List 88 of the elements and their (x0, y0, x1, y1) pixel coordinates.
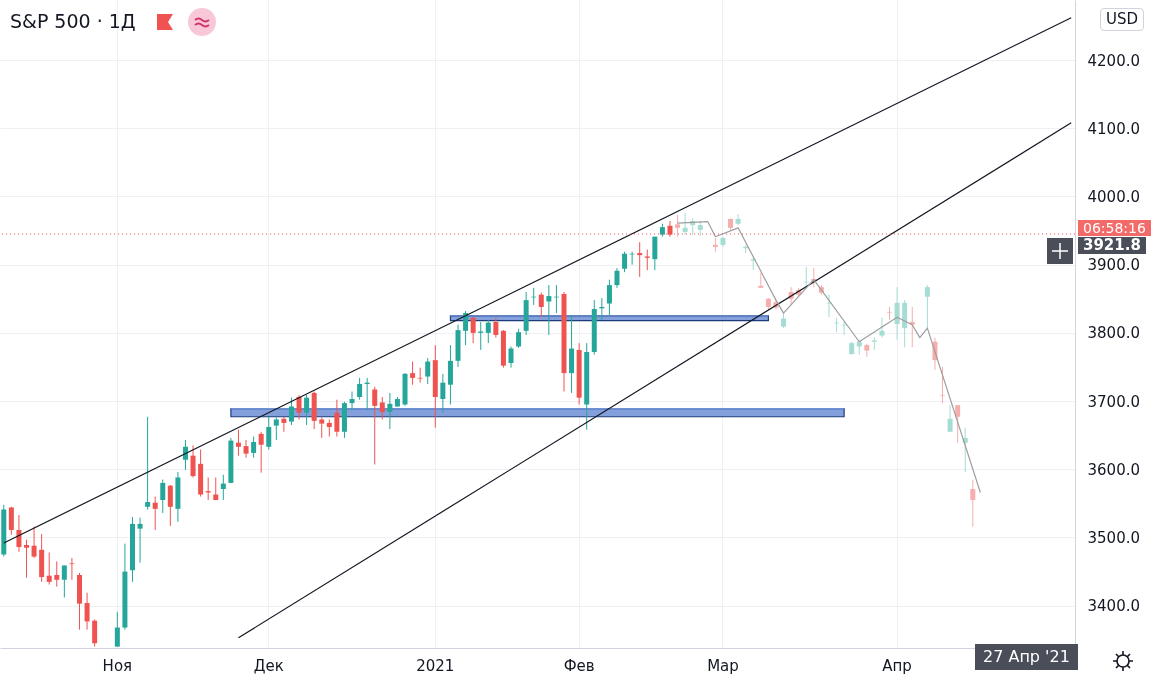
candlestick (425, 357, 431, 385)
candlestick (387, 392, 393, 430)
candlestick (235, 429, 241, 457)
text: S&P 500 · 1Д (10, 10, 136, 32)
candlestick (304, 394, 310, 426)
candlestick (152, 496, 158, 531)
candlestick (8, 506, 14, 536)
candlestick (16, 514, 22, 553)
candlestick (258, 431, 264, 474)
y-tick-label: 4100.0 (1087, 119, 1140, 138)
x-tick-label: Ноя (102, 656, 133, 675)
y-tick-label: 4000.0 (1087, 187, 1140, 206)
candlestick (24, 539, 29, 579)
candlestick (137, 517, 143, 564)
candlestick (894, 286, 900, 341)
y-tick-label: 3600.0 (1087, 460, 1140, 479)
candlestick (947, 404, 953, 433)
candlestick (682, 212, 688, 236)
candlestick (92, 618, 98, 648)
candlestick (372, 386, 378, 466)
candlestick (887, 306, 893, 321)
y-tick-label: 3500.0 (1087, 529, 1140, 547)
candlestick (281, 416, 287, 433)
y-tick-label: 4200.0 (1087, 51, 1140, 70)
candlestick (46, 552, 52, 586)
candlestick (251, 436, 257, 459)
candlestick (334, 399, 340, 438)
y-tick-label: 3700.0 (1087, 392, 1140, 411)
candlestick (493, 317, 499, 339)
candlestick (266, 416, 272, 451)
y-tick-label: 3900.0 (1087, 256, 1140, 275)
text: 06:58:16 (1078, 220, 1151, 236)
candlestick (296, 394, 302, 420)
candlestick (31, 526, 37, 559)
x-tick-label: Мар (707, 656, 739, 675)
candlestick (546, 284, 552, 336)
candlestick (955, 404, 961, 444)
candlestick (379, 396, 385, 420)
candlestick (160, 479, 166, 514)
candlestick (508, 346, 514, 369)
y-tick-label: 3400.0 (1087, 597, 1140, 616)
candlestick (940, 366, 946, 404)
candlestick (410, 361, 416, 386)
candlestick (273, 416, 279, 441)
candlestick (69, 557, 75, 581)
candlestick (61, 564, 67, 599)
candlestick (614, 267, 620, 289)
x-tick-label: Дек (253, 656, 284, 675)
candlestick (924, 284, 930, 329)
candlestick (167, 484, 173, 527)
candlestick (319, 416, 325, 439)
candlestick (243, 439, 249, 459)
line-series (676, 221, 981, 494)
candlestick (357, 377, 363, 401)
candlestick (84, 592, 90, 631)
candlestick (606, 279, 612, 316)
candlestick (516, 328, 522, 349)
candlestick (114, 611, 120, 648)
candlestick (538, 292, 544, 318)
candlestick (826, 294, 832, 318)
candlestick (417, 367, 423, 384)
x-tick-label: Апр (882, 656, 912, 675)
candlestick (213, 476, 219, 501)
x-tick-label: 2021 (416, 656, 455, 675)
candlestick (652, 236, 658, 271)
text: 3921.8 (1078, 236, 1146, 254)
candlestick (637, 241, 643, 278)
candlestick (145, 416, 151, 511)
candlestick (644, 249, 650, 271)
text: USD (1100, 8, 1145, 31)
candlestick (447, 344, 453, 405)
annotation: 27 Апр '21 (975, 644, 1078, 670)
candlestick (288, 397, 294, 426)
candlestick (220, 474, 226, 501)
candlestick (470, 316, 476, 344)
y-tick-label: 3800.0 (1087, 324, 1140, 343)
candlestick (970, 479, 976, 528)
candlestick (349, 391, 355, 411)
candlestick (675, 214, 681, 238)
candlestick (622, 251, 628, 273)
candlestick (190, 444, 196, 478)
candlestick (54, 560, 60, 588)
candlestick (440, 373, 446, 414)
candlestick (485, 319, 491, 344)
candlestick (879, 317, 885, 339)
candlestick (463, 310, 469, 346)
x-tick-label: Фев (563, 656, 595, 675)
candlestick (735, 213, 741, 226)
